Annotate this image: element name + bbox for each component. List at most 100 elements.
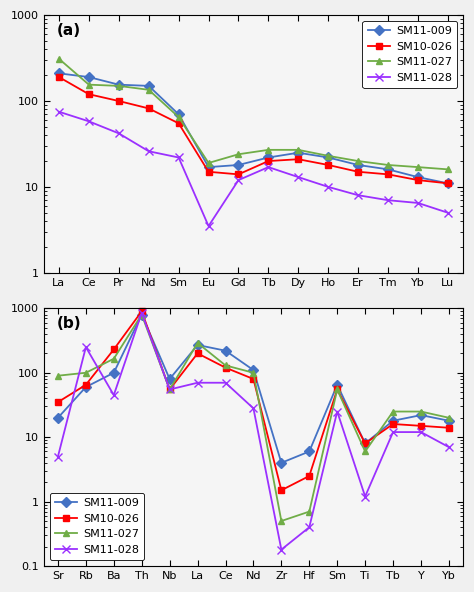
SM11-027 — [295, 146, 301, 153]
SM10-026 — [445, 180, 451, 187]
SM11-027 — [146, 86, 152, 94]
SM10-026 — [86, 91, 91, 98]
SM10-026 — [55, 398, 61, 406]
SM11-028 — [334, 408, 340, 415]
Line: SM11-027: SM11-027 — [55, 55, 451, 173]
SM11-028 — [236, 176, 241, 184]
SM11-028 — [356, 192, 361, 199]
SM10-026 — [385, 171, 391, 178]
SM11-027 — [385, 162, 391, 169]
SM10-026 — [56, 73, 62, 81]
SM10-026 — [139, 308, 145, 315]
SM11-028 — [415, 200, 421, 207]
SM11-028 — [146, 148, 152, 155]
Text: (b): (b) — [56, 316, 81, 331]
SM11-009 — [223, 347, 228, 354]
SM11-009 — [176, 111, 182, 118]
SM11-027 — [279, 517, 284, 525]
SM11-027 — [86, 81, 91, 88]
SM11-027 — [236, 151, 241, 158]
SM11-027 — [116, 82, 122, 89]
SM11-027 — [390, 408, 396, 415]
SM10-026 — [146, 105, 152, 112]
SM10-026 — [325, 162, 331, 169]
SM11-028 — [265, 163, 271, 170]
SM11-028 — [206, 223, 211, 230]
SM11-027 — [362, 448, 368, 455]
SM11-009 — [334, 381, 340, 388]
SM11-009 — [146, 82, 152, 89]
SM10-026 — [356, 168, 361, 175]
SM10-026 — [167, 386, 173, 393]
SM11-009 — [415, 173, 421, 181]
SM11-027 — [206, 159, 211, 166]
SM11-009 — [195, 342, 201, 349]
SM11-028 — [223, 379, 228, 387]
Line: SM10-026: SM10-026 — [55, 73, 451, 187]
SM11-027 — [446, 414, 452, 422]
SM11-009 — [86, 73, 91, 81]
SM11-009 — [295, 149, 301, 156]
SM11-009 — [139, 311, 145, 318]
SM11-009 — [390, 417, 396, 424]
SM11-027 — [55, 372, 61, 379]
SM10-026 — [265, 157, 271, 165]
SM10-026 — [415, 176, 421, 184]
SM11-028 — [86, 118, 91, 125]
SM11-028 — [325, 184, 331, 191]
SM11-027 — [251, 369, 256, 377]
SM11-009 — [279, 459, 284, 466]
SM11-027 — [415, 163, 421, 170]
SM11-028 — [83, 343, 89, 350]
SM10-026 — [251, 375, 256, 382]
SM11-009 — [55, 414, 61, 422]
SM11-028 — [418, 429, 424, 436]
SM11-009 — [446, 417, 452, 424]
SM10-026 — [223, 364, 228, 371]
SM11-009 — [362, 440, 368, 447]
SM11-009 — [206, 163, 211, 170]
SM11-028 — [139, 310, 145, 317]
SM11-028 — [55, 453, 61, 460]
Legend: SM11-009, SM10-026, SM11-027, SM11-028: SM11-009, SM10-026, SM11-027, SM11-028 — [363, 21, 457, 88]
Line: SM11-028: SM11-028 — [55, 108, 452, 230]
SM11-009 — [265, 154, 271, 161]
SM10-026 — [295, 156, 301, 163]
Line: SM10-026: SM10-026 — [55, 308, 452, 494]
SM11-028 — [279, 546, 284, 553]
SM11-009 — [418, 411, 424, 419]
SM11-028 — [295, 173, 301, 181]
SM11-028 — [385, 197, 391, 204]
SM11-027 — [176, 114, 182, 121]
SM10-026 — [195, 350, 201, 357]
SM11-009 — [111, 369, 117, 377]
SM10-026 — [111, 346, 117, 353]
SM11-028 — [111, 391, 117, 398]
SM11-009 — [56, 70, 62, 77]
SM11-028 — [56, 108, 62, 115]
Legend: SM11-009, SM10-026, SM11-027, SM11-028: SM11-009, SM10-026, SM11-027, SM11-028 — [49, 493, 145, 561]
SM11-028 — [362, 493, 368, 500]
SM11-009 — [167, 375, 173, 382]
SM11-027 — [56, 55, 62, 62]
SM10-026 — [362, 440, 368, 447]
SM11-027 — [167, 386, 173, 393]
SM10-026 — [176, 120, 182, 127]
SM11-009 — [236, 162, 241, 169]
SM11-027 — [307, 508, 312, 515]
SM11-028 — [251, 405, 256, 412]
SM11-009 — [251, 366, 256, 374]
SM11-027 — [139, 311, 145, 318]
SM11-027 — [83, 369, 89, 377]
SM10-026 — [206, 168, 211, 175]
SM11-027 — [334, 386, 340, 393]
SM10-026 — [307, 472, 312, 480]
SM11-028 — [390, 429, 396, 436]
SM11-028 — [116, 130, 122, 137]
Line: SM11-009: SM11-009 — [55, 311, 452, 466]
SM11-009 — [445, 180, 451, 187]
SM10-026 — [446, 424, 452, 432]
SM11-028 — [167, 386, 173, 393]
SM11-009 — [307, 448, 312, 455]
SM10-026 — [116, 98, 122, 105]
